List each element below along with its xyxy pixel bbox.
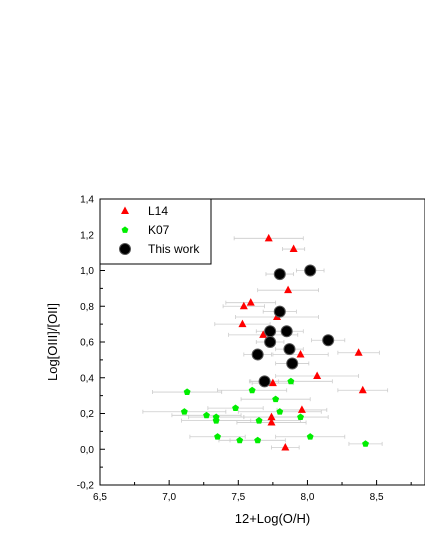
point-l14 — [238, 319, 247, 328]
point-k07 — [276, 408, 284, 415]
legend-marker-l14 — [121, 206, 129, 214]
y-tick-label: 0,2 — [80, 409, 94, 420]
point-this-work — [280, 325, 293, 338]
point-l14 — [281, 442, 290, 451]
x-tick-label: 6,5 — [93, 492, 107, 503]
legend-box — [99, 198, 212, 265]
point-l14 — [296, 350, 305, 358]
point-this-work — [286, 357, 299, 370]
point-k07 — [306, 433, 314, 440]
point-k07 — [254, 436, 262, 444]
y-tick-label: 1,2 — [80, 230, 94, 241]
point-this-work — [273, 305, 286, 318]
y-tick-label: 0,0 — [80, 445, 94, 456]
x-axis-title: 12+Log(O/H) — [235, 511, 311, 526]
legend-label-l14: L14 — [148, 204, 168, 218]
point-l14 — [264, 233, 273, 242]
y-tick-label: -0,2 — [77, 481, 95, 492]
point-this-work — [264, 336, 277, 348]
point-k07 — [248, 386, 256, 394]
point-k07 — [272, 395, 280, 403]
point-l14 — [358, 385, 367, 394]
point-l14 — [239, 301, 248, 310]
legend: L14 K07 This work — [99, 198, 212, 265]
legend-label-k07: K07 — [148, 223, 170, 237]
y-tick-label: 0,6 — [80, 338, 94, 349]
point-k07 — [287, 377, 295, 385]
point-l14 — [354, 348, 363, 356]
legend-marker-k07 — [121, 226, 129, 233]
x-axis-ticks: 6,5 7,0 7,5 8,0 8,5 — [93, 480, 412, 503]
point-this-work — [258, 375, 271, 388]
point-l14 — [259, 330, 268, 338]
point-k07 — [232, 404, 239, 411]
y-tick-label: 0,4 — [80, 373, 94, 384]
x-tick-label: 8,5 — [370, 492, 384, 503]
y-axis-title: Log[OIII]/[OII] — [45, 303, 60, 381]
point-this-work — [251, 348, 264, 361]
point-k07 — [203, 411, 210, 419]
y-tick-label: 1,0 — [80, 266, 94, 277]
point-l14 — [289, 244, 298, 253]
y-tick-label: 0,8 — [80, 302, 94, 313]
point-k07 — [212, 417, 220, 424]
y-tick-label: 1,4 — [80, 195, 94, 206]
point-k07 — [180, 408, 188, 415]
data-points — [180, 233, 369, 451]
point-l14 — [267, 412, 276, 421]
point-this-work — [283, 343, 296, 356]
point-l14 — [267, 417, 276, 426]
point-l14 — [268, 378, 277, 387]
legend-label-this-work: This work — [148, 242, 200, 256]
point-k07 — [255, 417, 263, 424]
x-tick-label: 8,0 — [300, 492, 314, 503]
point-k07 — [362, 440, 369, 447]
x-tick-label: 7,0 — [162, 492, 176, 503]
point-l14 — [297, 405, 306, 413]
point-l14 — [284, 285, 293, 294]
point-k07 — [214, 433, 221, 440]
point-k07 — [183, 388, 191, 395]
x-tick-label: 7,5 — [231, 492, 245, 503]
point-this-work — [273, 268, 286, 281]
point-this-work — [322, 334, 335, 347]
point-l14 — [313, 371, 322, 379]
point-this-work — [304, 264, 317, 277]
point-k07 — [236, 436, 244, 444]
point-k07 — [297, 413, 304, 420]
point-l14 — [246, 298, 255, 306]
point-this-work — [264, 325, 277, 338]
legend-marker-this-work — [119, 243, 131, 255]
